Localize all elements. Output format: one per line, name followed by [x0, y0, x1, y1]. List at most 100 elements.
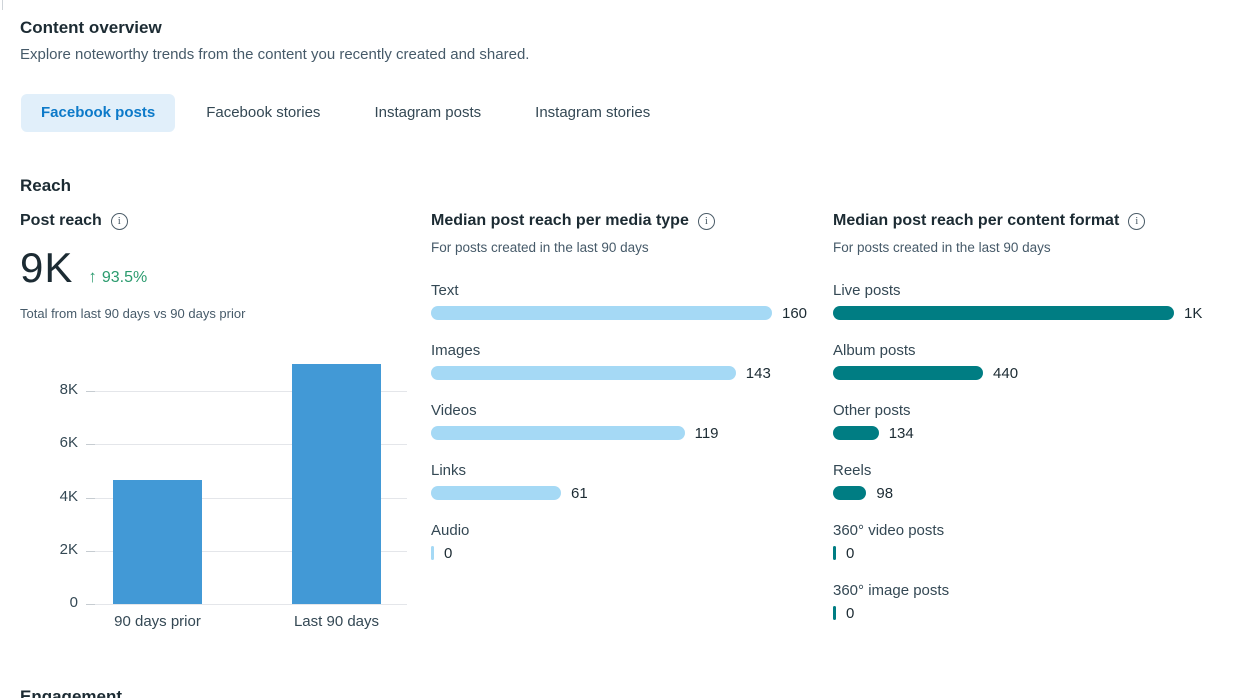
bar-value-360-video-posts: 0 [846, 544, 855, 562]
bar-track: 61 [431, 484, 807, 502]
bar-value-videos: 119 [694, 424, 719, 442]
post-reach-title-row: Post reach i [20, 212, 128, 230]
bar-row-links: Links 61 [431, 461, 807, 505]
bar-track: 0 [833, 604, 1202, 622]
axis-tick [86, 550, 95, 552]
grid-line [95, 604, 407, 605]
bar-90-days-prior[interactable] [113, 480, 202, 604]
bar-value-text: 160 [782, 304, 808, 322]
axis-tick [86, 604, 95, 605]
bar-reels[interactable] [833, 486, 867, 500]
bar-label-images: Images [431, 342, 481, 359]
axis-tick [86, 444, 95, 446]
bar-value-links: 61 [571, 484, 588, 502]
bar-row-images: Images 143 [431, 341, 807, 385]
bar-row-360-video-posts: 360° video posts 0 [833, 521, 1202, 565]
page-subtitle: Explore noteworthy trends from the conte… [20, 46, 530, 63]
bar-track: 143 [431, 364, 807, 382]
bar-track: 0 [833, 544, 1202, 562]
post-reach-caption: Total from last 90 days vs 90 days prior [20, 306, 246, 321]
content-format-bar-list: Live posts 1K Album posts 440 Other posts 134… [833, 281, 1202, 641]
bar-row-audio: Audio 0 [431, 521, 807, 565]
bar-value-other-posts: 134 [888, 424, 914, 442]
bar-label-360-image-posts: 360° image posts [833, 582, 950, 599]
bar-label-album-posts: Album posts [833, 342, 916, 359]
bar-links[interactable] [431, 486, 561, 500]
bar-360-image-posts[interactable] [833, 606, 836, 620]
post-reach-kpi: 9K ↑ 93.5% [20, 244, 147, 292]
content-format-title: Median post reach per content format [833, 212, 1120, 229]
bar-value-images: 143 [745, 364, 771, 382]
bar-label-360-video-posts: 360° video posts [833, 522, 945, 539]
media-type-subtitle: For posts created in the last 90 days [431, 240, 649, 255]
bar-album-posts[interactable] [833, 366, 984, 380]
bar-track: 98 [833, 484, 1202, 502]
trend-up-icon: ↑ [88, 267, 97, 286]
info-icon[interactable]: i [697, 212, 715, 230]
bar-value-album-posts: 440 [993, 364, 1019, 382]
bar-track: 440 [833, 364, 1202, 382]
bar-row-reels: Reels 98 [833, 461, 1202, 505]
bar-row-text: Text 160 [431, 281, 807, 325]
y-axis-tick-label: 2K [59, 540, 78, 558]
media-type-panel: Median post reach per media type i For p… [431, 212, 826, 562]
bar-value-live-posts: 1K [1184, 304, 1203, 322]
grid-line [95, 497, 407, 499]
bar-label-reels: Reels [833, 462, 872, 479]
bar-row-360-image-posts: 360° image posts 0 [833, 581, 1202, 625]
media-type-bar-list: Text 160 Images 143 Videos 119 Links 61 Audio 0 [431, 281, 807, 581]
info-icon[interactable]: i [1128, 212, 1146, 230]
bar-value-360-image-posts: 0 [846, 604, 855, 622]
bar-row-live-posts: Live posts 1K [833, 281, 1202, 325]
bar-label-other-posts: Other posts [833, 402, 911, 419]
post-reach-chart: 0 2K 4K 6K 8K 90 days prior Last 90 days [20, 340, 410, 645]
info-icon[interactable]: i [110, 212, 128, 230]
bar-label-text: Text [431, 282, 459, 299]
bar-other-posts[interactable] [833, 426, 879, 440]
bar-last-90-days[interactable] [292, 364, 381, 604]
bar-track: 1K [833, 304, 1203, 322]
bar-track: 134 [833, 424, 1202, 442]
x-axis-label-last-90-days: Last 90 days [293, 613, 380, 630]
tab-instagram-posts[interactable]: Instagram posts [374, 104, 482, 121]
grid-line [95, 444, 407, 446]
bar-label-audio: Audio [431, 522, 470, 539]
post-reach-panel: Post reach i 9K ↑ 93.5% Total from last … [20, 212, 420, 630]
axis-tick [86, 497, 95, 499]
x-axis-label-90-days-prior: 90 days prior [114, 613, 201, 630]
bar-label-live-posts: Live posts [833, 282, 901, 299]
content-format-subtitle: For posts created in the last 90 days [833, 240, 1051, 255]
grid-line [95, 550, 407, 552]
bar-track: 160 [431, 304, 808, 322]
axis-tick [86, 391, 95, 392]
bar-track: 0 [431, 545, 807, 562]
bar-row-album-posts: Album posts 440 [833, 341, 1202, 385]
content-format-title-row: Median post reach per content format i [833, 212, 1146, 230]
bar-value-reels: 98 [876, 484, 894, 502]
bar-track: 119 [431, 424, 807, 442]
page-edge-artifact [2, 0, 3, 10]
bar-videos[interactable] [431, 426, 685, 440]
y-axis-tick-label: 6K [59, 434, 78, 452]
tab-instagram-stories[interactable]: Instagram stories [535, 104, 651, 121]
content-format-panel: Median post reach per content format i F… [833, 212, 1233, 622]
bar-audio[interactable] [431, 546, 434, 560]
y-axis-tick-label: 8K [59, 381, 78, 398]
y-axis-tick-label: 4K [59, 487, 78, 505]
bar-images[interactable] [431, 366, 736, 380]
post-reach-title: Post reach [20, 212, 102, 229]
reach-section-heading: Reach [20, 176, 72, 195]
bar-row-other-posts: Other posts 134 [833, 401, 1202, 445]
bar-row-videos: Videos 119 [431, 401, 807, 445]
tab-bar: Facebook posts Facebook stories Instagram … [21, 94, 681, 132]
bar-live-posts[interactable] [833, 306, 1174, 320]
media-type-title: Median post reach per media type [431, 212, 689, 229]
tab-facebook-stories[interactable]: Facebook stories [206, 104, 321, 121]
media-type-title-row: Median post reach per media type i [431, 212, 715, 230]
tab-facebook-posts[interactable]: Facebook posts [21, 94, 176, 132]
y-axis-tick-label: 0 [69, 594, 78, 611]
grid-line [95, 391, 407, 392]
bar-360-video-posts[interactable] [833, 546, 836, 560]
bar-text[interactable] [431, 306, 772, 320]
